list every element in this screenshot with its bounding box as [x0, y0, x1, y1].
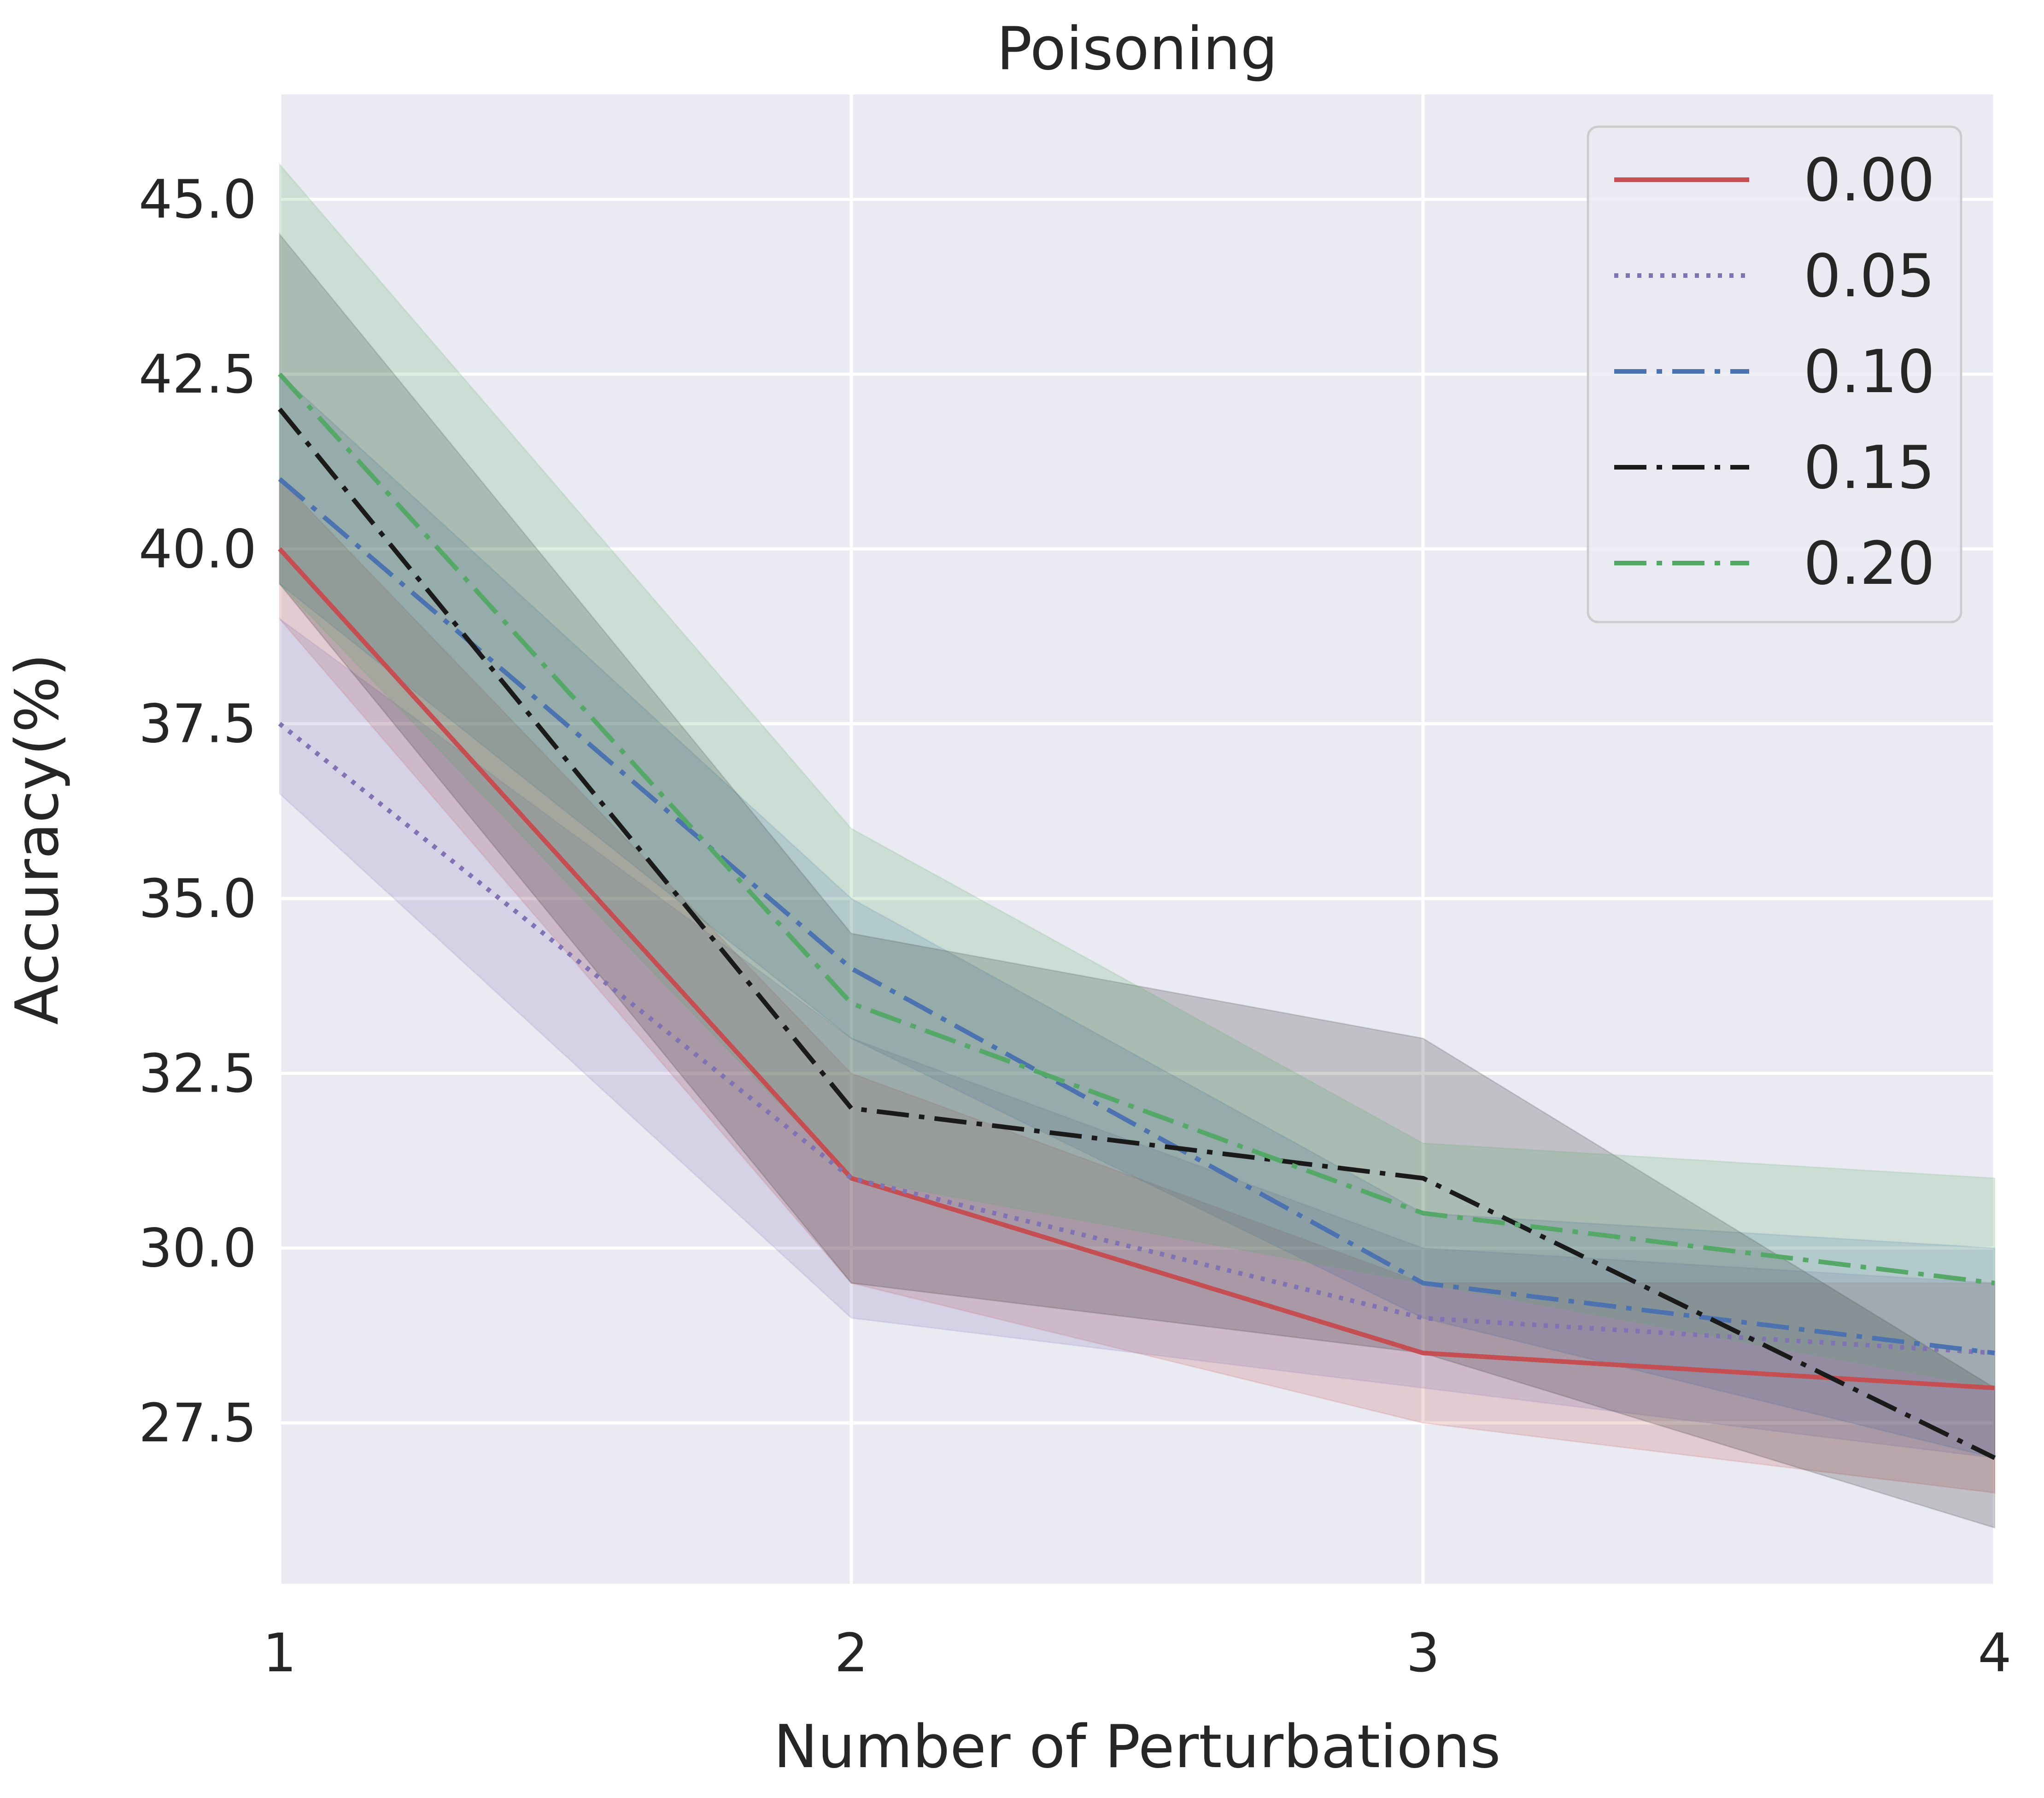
legend-box: [1587, 125, 1962, 623]
y-tick-label: 27.5: [139, 1393, 257, 1454]
y-tick-label: 40.0: [139, 518, 257, 580]
series-lines: [278, 372, 1996, 1460]
y-tick-label: 35.0: [139, 868, 257, 930]
x-tick-label: 4: [1978, 1622, 2011, 1684]
x-tick-label: 3: [1406, 1622, 1440, 1684]
y-tick-label: 42.5: [139, 344, 257, 405]
x-axis-title: Number of Perturbations: [773, 1713, 1500, 1781]
band-0.15: [279, 232, 1996, 1529]
series-line-0.15: [278, 407, 1996, 1460]
x-tick-label: 1: [263, 1622, 296, 1684]
legend-label-0.15: 0.15: [1804, 434, 1935, 502]
legend-label-0.10: 0.10: [1804, 338, 1935, 406]
y-tick-label: 37.5: [139, 693, 257, 755]
y-tick-label: 32.5: [139, 1043, 257, 1105]
legend: 0.00 0.05 0.10 0.15 0.20: [1587, 125, 1962, 623]
chart-title: Poisoning: [996, 15, 1278, 83]
y-axis-title: Accuracy(%): [3, 653, 72, 1025]
band-0.00: [279, 477, 1996, 1494]
series-line-0.00: [278, 547, 1995, 1391]
series-line-0.10: [278, 477, 1995, 1356]
y-tick-label: 30.0: [139, 1218, 257, 1280]
series-line-0.20: [278, 372, 1995, 1286]
legend-label-0.00: 0.00: [1804, 146, 1935, 215]
legend-label-0.05: 0.05: [1804, 242, 1935, 311]
y-tick-labels: 27.5 30.0 32.5 35.0 37.5 40.0 42.5 45.0: [139, 169, 257, 1454]
y-tick-label: 45.0: [139, 169, 257, 231]
legend-label-0.20: 0.20: [1804, 529, 1935, 598]
x-tick-label: 2: [834, 1622, 868, 1684]
x-tick-labels: 1 2 3 4: [263, 1622, 2011, 1684]
